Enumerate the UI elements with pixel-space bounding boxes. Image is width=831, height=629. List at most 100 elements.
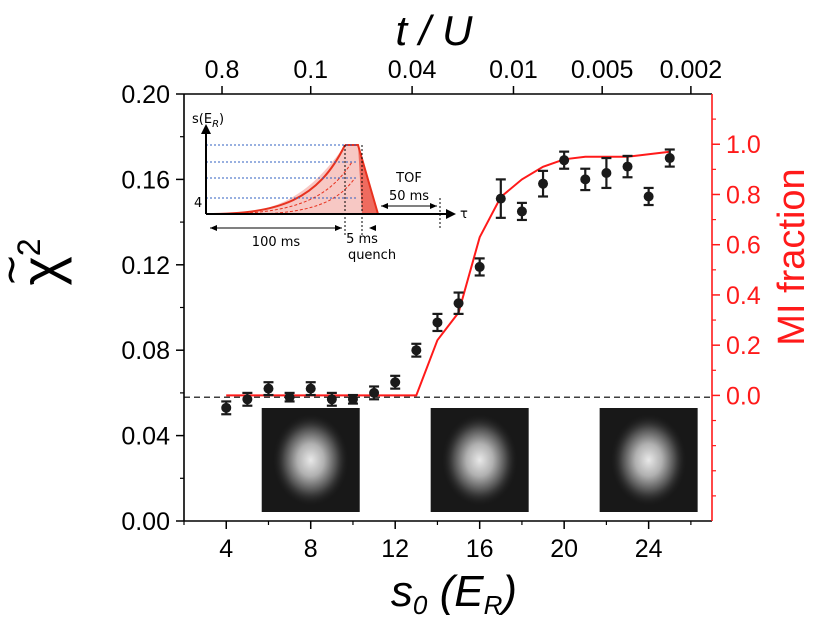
inset-x-arrow-icon xyxy=(446,209,456,219)
data-point-18 xyxy=(580,167,591,192)
y-left-tick-label: 0.20 xyxy=(121,81,170,109)
y-right-tick-label: 0.6 xyxy=(726,232,761,260)
x-axis-title: s0 (ER) xyxy=(391,567,517,620)
inset-y-tick-label: 4 xyxy=(194,196,202,211)
y-left-tick-label: 0.00 xyxy=(121,508,170,536)
data-marker xyxy=(326,394,337,405)
data-point-19 xyxy=(601,156,612,190)
inset-y-label-post: ) xyxy=(219,112,224,127)
data-point-10 xyxy=(411,342,422,358)
data-marker xyxy=(305,383,316,394)
y-left-tick-label: 0.04 xyxy=(121,423,170,451)
data-marker xyxy=(242,394,253,405)
y-left-tick-label: 0.16 xyxy=(121,166,170,194)
inset-y-label-sub: R xyxy=(212,119,219,130)
absorption-images xyxy=(261,408,698,512)
data-marker xyxy=(601,167,612,178)
data-point-17 xyxy=(559,150,570,170)
data-point-14 xyxy=(495,178,506,219)
inset-ramp-span-right-icon xyxy=(335,225,342,231)
data-marker xyxy=(390,377,401,388)
inset-ramp-span-left-icon xyxy=(210,225,217,231)
top-tick-label: 0.1 xyxy=(293,56,328,84)
data-point-4 xyxy=(284,391,295,403)
data-point-1 xyxy=(221,400,232,416)
data-marker xyxy=(643,191,654,202)
inset-y-label: s(ER) xyxy=(192,112,224,130)
top-tick-label: 0.04 xyxy=(388,56,437,84)
data-marker xyxy=(453,298,464,309)
data-marker xyxy=(538,178,549,189)
inset-sequence-diagram: s(ER) 4 τ 100 ms 5 ms quench TOF 50 ms xyxy=(192,112,468,263)
data-marker xyxy=(664,153,675,164)
top-tick-label: 0.002 xyxy=(660,56,723,84)
left-axis-title-main: χ xyxy=(9,256,72,285)
inset-y-label-pre: s(E xyxy=(192,112,212,127)
data-point-12 xyxy=(453,291,464,316)
data-marker xyxy=(284,392,295,403)
axis-ticks: 4 8 12 16 20 24 0.00 0.04 0.08 0.12 0.16 0.20 0.0 0.2… xyxy=(121,56,761,563)
y-right-tick-label: 1.0 xyxy=(726,131,761,159)
data-point-16 xyxy=(538,169,549,198)
svg-text:χ2: χ2 xyxy=(9,238,72,285)
y-left-tick-label: 0.08 xyxy=(121,337,170,365)
top-tick-label: 0.005 xyxy=(571,56,634,84)
data-marker xyxy=(474,261,485,272)
inset-tof-time-label: 50 ms xyxy=(389,189,429,204)
data-marker xyxy=(411,345,422,356)
x-axis-title-unit-sub: R xyxy=(484,590,503,620)
inset-tof-span-right-icon xyxy=(430,203,437,209)
data-point-22 xyxy=(664,148,675,168)
data-point-6 xyxy=(326,391,337,407)
inset-ramp-fill xyxy=(206,145,378,214)
inset-y-arrow-icon xyxy=(201,124,211,134)
data-marker xyxy=(347,394,358,405)
inset-tof-label: TOF xyxy=(395,171,422,186)
x-tick-label: 16 xyxy=(466,535,494,563)
inset-ramp-curve-2 xyxy=(229,161,353,215)
top-tick-label: 0.8 xyxy=(205,56,240,84)
data-marker xyxy=(263,383,274,394)
atom-cloud-3 xyxy=(610,414,687,506)
data-marker xyxy=(221,402,232,413)
data-marker xyxy=(580,174,591,185)
data-marker xyxy=(622,161,633,172)
data-point-2 xyxy=(242,391,253,407)
x-axis-title-sub: 0 xyxy=(413,590,428,620)
data-marker xyxy=(559,155,570,166)
right-axis-title: MI fraction xyxy=(771,168,813,345)
data-point-7 xyxy=(347,393,358,405)
data-point-21 xyxy=(643,186,654,207)
data-marker xyxy=(369,387,380,398)
y-right-tick-label: 0.0 xyxy=(726,382,761,410)
data-point-3 xyxy=(263,381,274,397)
data-point-9 xyxy=(390,374,401,390)
data-point-15 xyxy=(516,201,527,222)
x-axis-title-unit-pre: (E xyxy=(427,567,484,616)
inset-plateau xyxy=(345,144,379,215)
inset-tof-span-left-icon xyxy=(381,203,388,209)
inset-quench-label: quench xyxy=(348,248,396,263)
inset-x-label: τ xyxy=(460,207,468,222)
y-left-tick-label: 0.12 xyxy=(121,252,170,280)
x-tick-label: 8 xyxy=(304,535,318,563)
mi-fraction-curve xyxy=(226,150,670,397)
left-axis-title-sup: 2 xyxy=(11,238,47,256)
data-marker xyxy=(516,206,527,217)
y-right-tick-label: 0.4 xyxy=(726,282,761,310)
atom-cloud-2 xyxy=(441,414,518,506)
chi2-data-points xyxy=(221,148,675,416)
data-point-20 xyxy=(622,154,633,179)
data-point-13 xyxy=(474,257,485,277)
y-right-tick-label: 0.8 xyxy=(726,181,761,209)
left-axis-tilde: ~ xyxy=(0,253,34,287)
x-tick-label: 12 xyxy=(381,535,409,563)
x-tick-label: 20 xyxy=(550,535,578,563)
data-marker xyxy=(432,317,443,328)
data-point-5 xyxy=(305,381,316,397)
inset-quench-arrow-icon xyxy=(369,225,376,231)
top-tick-label: 0.01 xyxy=(489,56,538,84)
inset-ramp-label: 100 ms xyxy=(252,235,301,250)
y-right-tick-label: 0.2 xyxy=(726,332,761,360)
